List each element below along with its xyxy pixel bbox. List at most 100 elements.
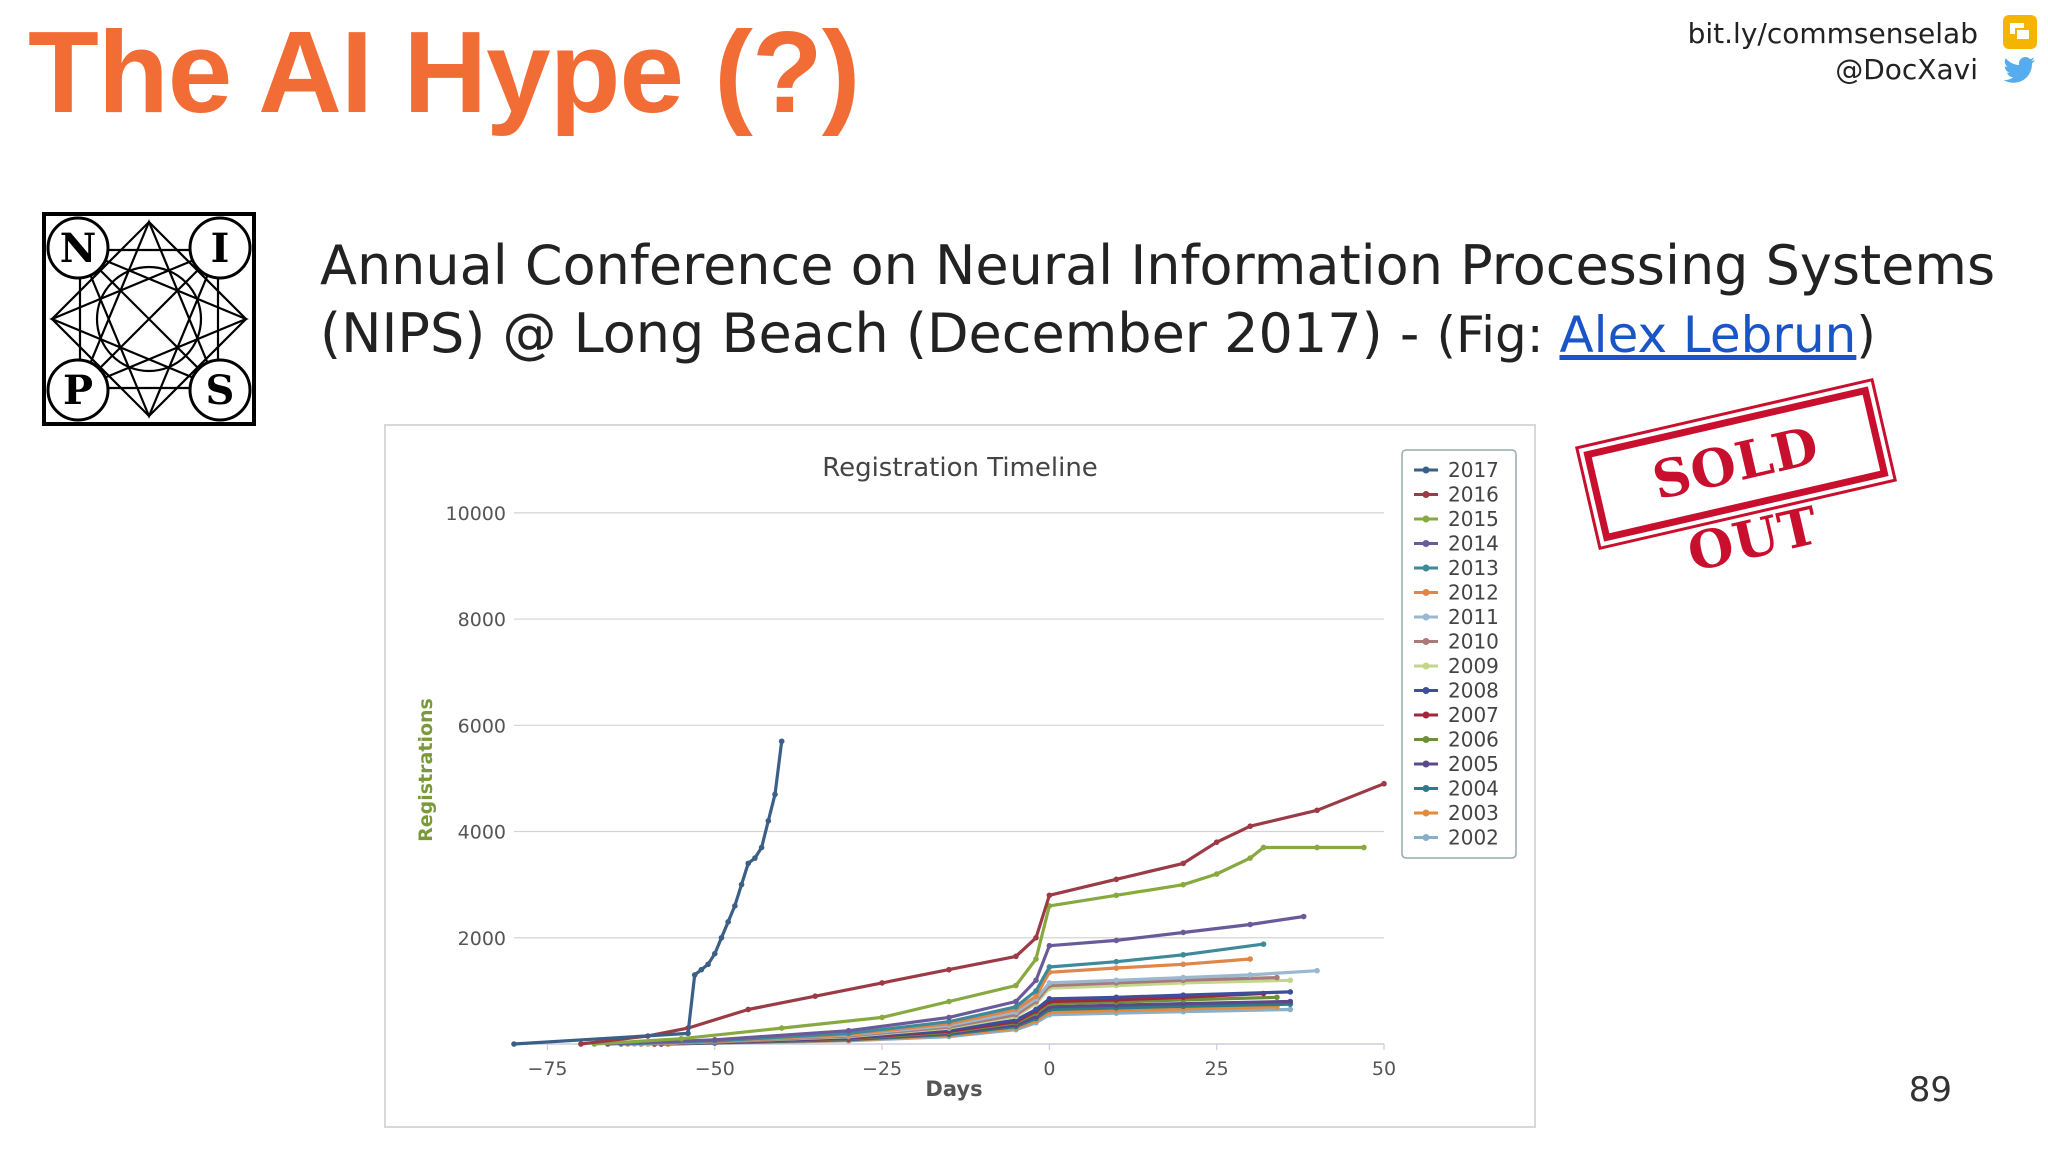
legend-marker [1422, 687, 1430, 694]
data-point-2017 [745, 860, 752, 867]
data-point-2013 [1180, 951, 1187, 958]
y-tick-label: 8000 [458, 609, 506, 631]
fig-author-link[interactable]: Alex Lebrun [1559, 306, 1857, 364]
legend-marker [1422, 589, 1430, 596]
twitter-handle[interactable]: @DocXavi [1835, 53, 1978, 86]
data-point-2017 [752, 855, 758, 861]
data-point-2011 [1113, 977, 1120, 984]
data-point-2015 [778, 1025, 785, 1031]
data-point-2015 [946, 998, 952, 1005]
data-point-2017 [691, 972, 698, 978]
data-point-2002 [1287, 1006, 1294, 1013]
legend-item-label: 2007 [1448, 703, 1499, 727]
logo-letter-p: P [63, 367, 93, 414]
legend-item-label: 2013 [1448, 556, 1499, 580]
data-point-2016 [745, 1006, 752, 1013]
data-point-2016 [1013, 953, 1019, 960]
data-point-2006 [1274, 994, 1280, 1001]
subtitle-line1: Annual Conference on Neural Information … [320, 234, 1996, 297]
data-point-2014 [946, 1014, 952, 1021]
data-point-2015 [1033, 956, 1039, 962]
data-point-2015 [1247, 855, 1253, 861]
data-point-2016 [812, 993, 818, 999]
page-number: 89 [1908, 1070, 1952, 1110]
data-point-2014 [1013, 998, 1019, 1005]
data-point-2016 [1180, 860, 1187, 867]
author-handles: bit.ly/commsenselab @DocXavi [1688, 16, 1978, 88]
legend-item-label: 2009 [1448, 654, 1499, 678]
legend-item-label: 2010 [1448, 630, 1499, 654]
data-point-2012 [1113, 965, 1120, 971]
x-tick-label: 25 [1205, 1058, 1229, 1080]
data-point-2014 [1113, 937, 1120, 944]
data-point-2012 [1180, 961, 1187, 968]
data-point-2015 [1361, 844, 1367, 851]
data-point-2017 [718, 934, 725, 941]
data-point-2017 [758, 844, 765, 851]
legend-marker [1422, 564, 1430, 572]
data-point-2016 [1113, 876, 1120, 883]
data-point-2015 [1180, 881, 1187, 888]
data-point-2011 [1247, 972, 1253, 978]
legend-marker [1422, 613, 1430, 621]
y-tick-label: 10000 [446, 503, 506, 525]
data-point-2016 [1314, 807, 1320, 814]
x-tick-label: 50 [1372, 1058, 1396, 1080]
data-point-2016 [1046, 892, 1053, 899]
legend-marker [1422, 809, 1430, 817]
legend-marker [1422, 834, 1430, 841]
x-tick-label: −50 [695, 1058, 735, 1080]
data-point-2010 [1274, 974, 1280, 981]
slide-title: The AI Hype (?) [28, 7, 860, 137]
data-point-2013 [1113, 958, 1120, 965]
data-point-2014 [1247, 921, 1253, 928]
legend-item-label: 2015 [1448, 507, 1499, 531]
data-point-2017 [698, 966, 705, 973]
data-point-2005 [1287, 998, 1294, 1005]
data-point-2015 [1314, 844, 1320, 851]
data-point-2017 [765, 818, 772, 824]
series-line-2017 [513, 741, 784, 1046]
link-handle[interactable]: bit.ly/commsenselab [1687, 17, 1978, 50]
legend-item-label: 2005 [1448, 752, 1499, 776]
slide-subtitle: Annual Conference on Neural Information … [320, 232, 1995, 369]
data-point-2014 [1180, 929, 1187, 936]
data-point-2011 [1180, 974, 1187, 981]
twitter-bird-icon[interactable] [2002, 52, 2038, 88]
x-tick-label: 0 [1043, 1058, 1055, 1080]
fig-prefix: (Fig: [1436, 306, 1560, 364]
data-point-2013 [946, 1018, 952, 1025]
y-tick-label: 6000 [458, 715, 506, 737]
legend-item-label: 2011 [1448, 605, 1499, 629]
slides-icon[interactable] [2002, 14, 2038, 50]
x-tick-label: −75 [527, 1058, 567, 1080]
sold-out-stamp: SOLD OUT [1576, 374, 1896, 584]
data-point-2017 [738, 881, 745, 888]
data-point-2016 [1033, 934, 1039, 941]
data-point-2008 [1287, 989, 1294, 995]
chart-title: Registration Timeline [822, 453, 1098, 483]
data-point-2017 [711, 950, 718, 957]
x-tick-label: −25 [862, 1058, 902, 1080]
data-point-2011 [1046, 980, 1053, 986]
data-point-2008 [1033, 1006, 1039, 1013]
data-point-2017 [778, 738, 785, 745]
logo-letter-i: I [211, 225, 230, 272]
legend-item-label: 2003 [1448, 801, 1499, 825]
data-point-2016 [1213, 839, 1220, 845]
chart-frame [384, 424, 1536, 1128]
legend-marker [1422, 785, 1430, 792]
data-point-2008 [1046, 996, 1053, 1002]
legend-item-label: 2017 [1448, 458, 1499, 482]
fig-suffix: ) [1856, 306, 1876, 364]
data-point-2016 [578, 1041, 584, 1047]
legend-marker [1422, 736, 1430, 743]
data-point-2017 [772, 791, 778, 798]
data-point-2016 [1247, 823, 1253, 830]
nips-logo: N I P S [42, 212, 256, 426]
legend-marker [1422, 491, 1430, 498]
legend-marker [1422, 760, 1430, 768]
data-point-2013 [1033, 988, 1039, 994]
legend-marker [1422, 662, 1430, 670]
legend-marker [1422, 711, 1430, 719]
